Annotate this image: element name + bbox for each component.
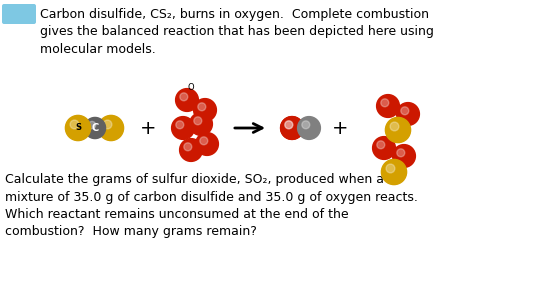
Circle shape — [285, 121, 293, 129]
Circle shape — [176, 121, 184, 129]
Circle shape — [401, 107, 409, 115]
FancyBboxPatch shape — [2, 4, 36, 24]
Circle shape — [184, 143, 192, 151]
Circle shape — [393, 145, 415, 168]
Circle shape — [98, 115, 124, 141]
Circle shape — [180, 138, 202, 161]
Text: S: S — [75, 124, 81, 133]
Circle shape — [377, 141, 385, 149]
Text: Carbon disulfide, CS₂, burns in oxygen.  Complete combustion
gives the balanced : Carbon disulfide, CS₂, burns in oxygen. … — [40, 8, 434, 56]
Circle shape — [386, 164, 395, 173]
Circle shape — [381, 159, 407, 185]
Circle shape — [302, 121, 310, 129]
Circle shape — [194, 99, 217, 121]
Circle shape — [373, 136, 395, 159]
Circle shape — [396, 103, 420, 125]
Circle shape — [281, 116, 303, 139]
Circle shape — [386, 117, 410, 143]
Circle shape — [176, 89, 198, 111]
Circle shape — [195, 133, 218, 155]
Circle shape — [89, 121, 96, 129]
Text: C: C — [91, 123, 99, 133]
Text: O: O — [188, 83, 194, 92]
Circle shape — [180, 93, 188, 101]
Circle shape — [65, 115, 91, 141]
Circle shape — [281, 116, 303, 139]
Circle shape — [103, 120, 112, 129]
Text: +: + — [140, 118, 156, 138]
Circle shape — [84, 117, 105, 138]
Circle shape — [200, 137, 208, 145]
Circle shape — [376, 94, 400, 117]
Circle shape — [390, 122, 399, 131]
Circle shape — [70, 120, 79, 129]
Text: Calculate the grams of sulfur dioxide, SO₂, produced when a
mixture of 35.0 g of: Calculate the grams of sulfur dioxide, S… — [5, 173, 418, 239]
Circle shape — [381, 99, 389, 107]
Circle shape — [190, 113, 212, 135]
Circle shape — [298, 116, 320, 139]
Circle shape — [285, 121, 293, 129]
Circle shape — [198, 103, 206, 111]
Circle shape — [397, 149, 405, 157]
Circle shape — [194, 117, 202, 125]
Text: +: + — [332, 118, 348, 138]
Circle shape — [172, 116, 194, 139]
